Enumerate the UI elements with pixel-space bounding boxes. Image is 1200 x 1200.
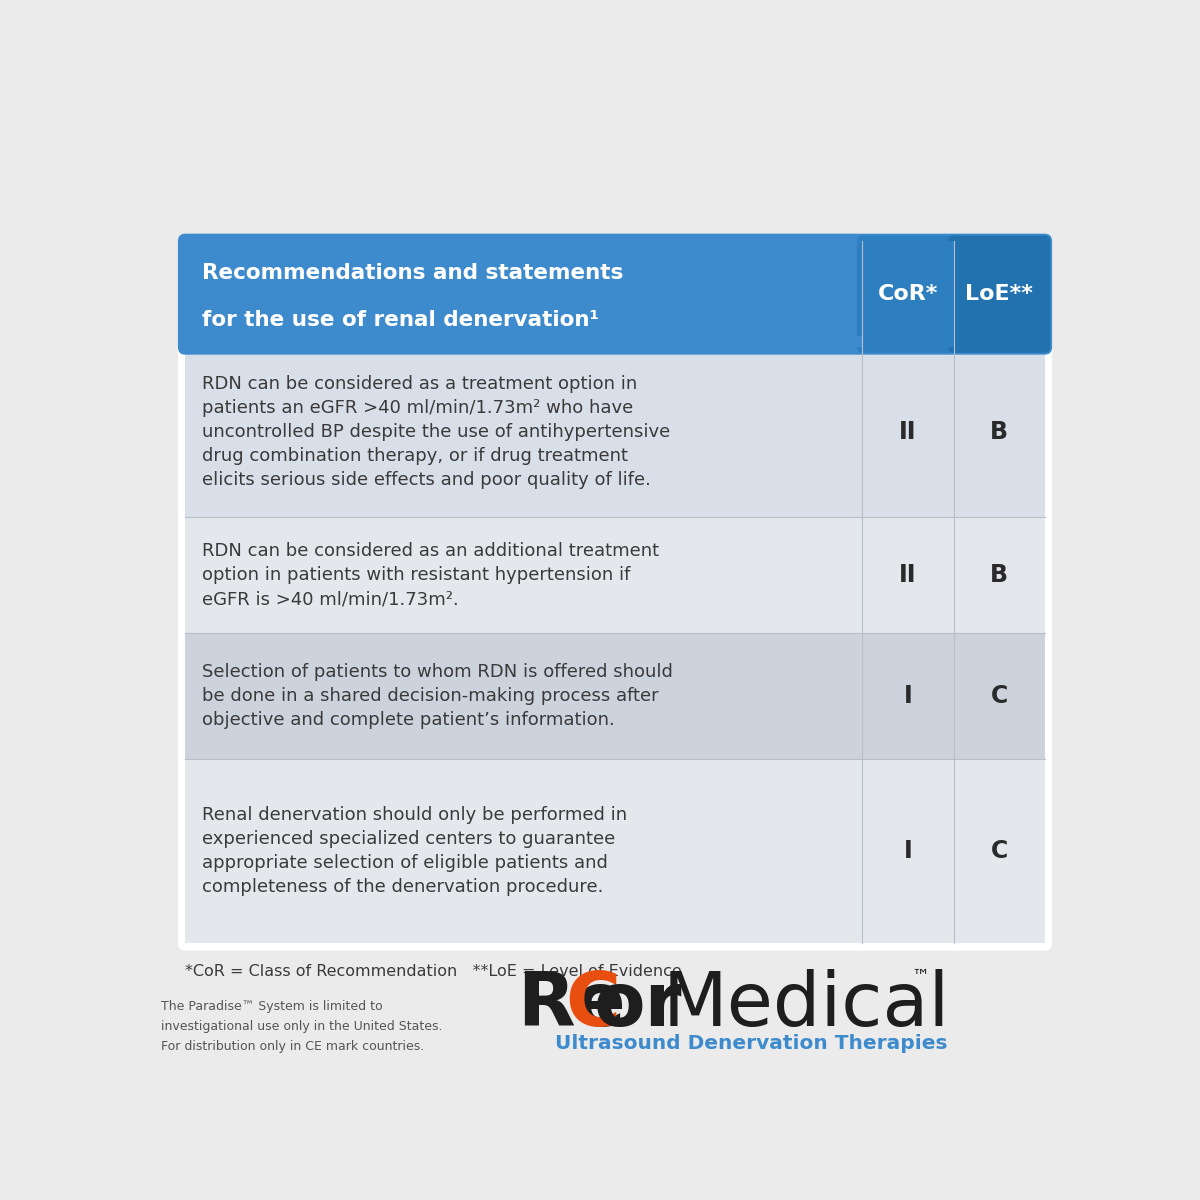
Text: Re: Re [517, 968, 626, 1042]
Text: eGFR is >40 ml/min/1.73m².: eGFR is >40 ml/min/1.73m². [202, 590, 458, 608]
Bar [954, 241, 1045, 347]
Text: option in patients with resistant hypertension if: option in patients with resistant hypert… [202, 566, 630, 584]
Bar [185, 634, 1045, 758]
Text: Medical: Medical [662, 968, 949, 1042]
Text: LoE**: LoE** [965, 284, 1033, 304]
Text: B: B [990, 420, 1008, 444]
Text: be done in a shared decision-making process after: be done in a shared decision-making proc… [202, 686, 659, 704]
FancyBboxPatch shape [857, 235, 959, 353]
Bar [863, 334, 954, 347]
Bar [185, 347, 1045, 517]
Text: *CoR = Class of Recommendation   **LoE = Level of Evidence: *CoR = Class of Recommendation **LoE = L… [185, 964, 682, 978]
Text: for the use of renal denervation¹: for the use of renal denervation¹ [202, 310, 599, 330]
Bar [185, 758, 1045, 943]
Text: CoR*: CoR* [877, 284, 938, 304]
Text: Recommendations and statements: Recommendations and statements [202, 263, 624, 283]
Text: II: II [899, 563, 917, 587]
Text: or: or [594, 968, 683, 1042]
Text: uncontrolled BP despite the use of antihypertensive: uncontrolled BP despite the use of antih… [202, 424, 671, 442]
Text: experienced specialized centers to guarantee: experienced specialized centers to guara… [202, 830, 616, 848]
Text: RDN can be considered as a treatment option in: RDN can be considered as a treatment opt… [202, 376, 637, 394]
Text: patients an eGFR >40 ml/min/1.73m² who have: patients an eGFR >40 ml/min/1.73m² who h… [202, 400, 634, 418]
Text: Renal denervation should only be performed in: Renal denervation should only be perform… [202, 806, 628, 824]
FancyBboxPatch shape [178, 234, 1052, 950]
Text: C: C [990, 684, 1008, 708]
Bar [863, 241, 954, 347]
Text: II: II [899, 420, 917, 444]
Text: Ultrasound Denervation Therapies: Ultrasound Denervation Therapies [556, 1034, 948, 1054]
Text: completeness of the denervation procedure.: completeness of the denervation procedur… [202, 878, 604, 896]
Text: RDN can be considered as an additional treatment: RDN can be considered as an additional t… [202, 542, 659, 560]
Text: I: I [904, 684, 912, 708]
Text: C: C [565, 968, 620, 1042]
Bar [954, 334, 1045, 347]
Text: The Paradise™ System is limited to
investigational use only in the United States: The Paradise™ System is limited to inves… [161, 1000, 443, 1052]
Bar [185, 336, 1045, 347]
Text: C: C [990, 839, 1008, 863]
Text: Selection of patients to whom RDN is offered should: Selection of patients to whom RDN is off… [202, 662, 673, 680]
Text: elicits serious side effects and poor quality of life.: elicits serious side effects and poor qu… [202, 472, 650, 490]
Text: appropriate selection of eligible patients and: appropriate selection of eligible patien… [202, 854, 608, 872]
Text: ™: ™ [912, 968, 930, 986]
FancyBboxPatch shape [948, 235, 1050, 353]
Text: B: B [990, 563, 1008, 587]
Text: I: I [904, 839, 912, 863]
Text: objective and complete patient’s information.: objective and complete patient’s informa… [202, 710, 614, 728]
FancyBboxPatch shape [178, 234, 1052, 355]
Bar [185, 517, 1045, 634]
Text: drug combination therapy, or if drug treatment: drug combination therapy, or if drug tre… [202, 448, 628, 466]
